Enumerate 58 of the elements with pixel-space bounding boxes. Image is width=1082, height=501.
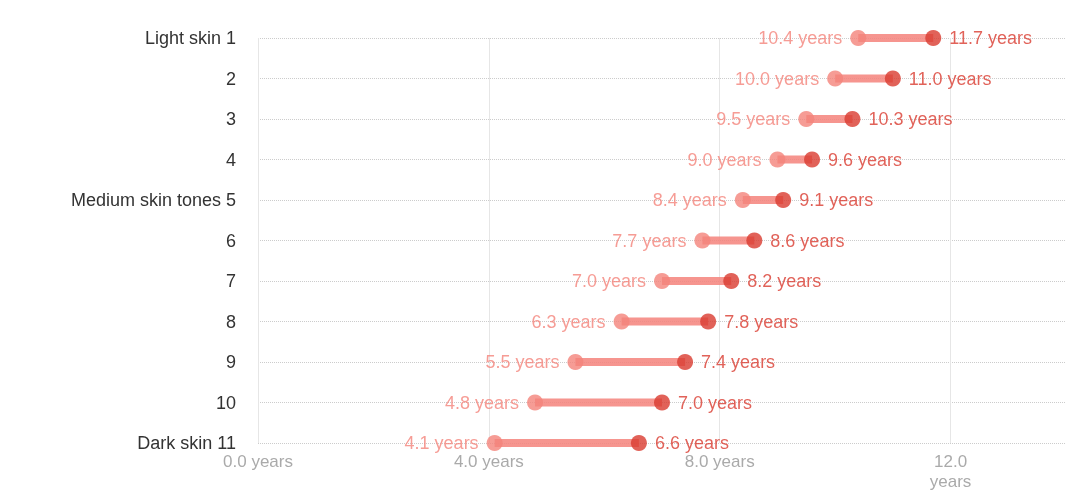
data-label: 7.7 years xyxy=(612,230,687,251)
data-label: 11.0 years xyxy=(908,68,992,89)
y-tick-label: 4 xyxy=(225,149,236,170)
point xyxy=(850,30,867,46)
point xyxy=(884,70,901,87)
data-label: 10.3 years xyxy=(868,109,953,129)
point xyxy=(613,313,630,330)
data-label: 7.4 years xyxy=(701,352,776,372)
y-tick-label: Light skin 1 xyxy=(144,28,236,48)
data-label: 9.1 years xyxy=(799,190,874,210)
y-tick-label: 2 xyxy=(225,68,236,89)
point xyxy=(527,394,544,411)
y-tick-label: 9 xyxy=(225,352,236,372)
point xyxy=(694,232,711,249)
point xyxy=(700,313,717,330)
point xyxy=(804,151,821,168)
point xyxy=(769,151,786,168)
point xyxy=(746,232,763,249)
point xyxy=(844,111,861,127)
data-label: 11.7 years xyxy=(949,28,1032,48)
data-label: 5.5 years xyxy=(485,352,560,372)
point xyxy=(827,70,844,87)
x-tick-label: 12.0 years xyxy=(929,451,972,491)
y-tick-label: 8 xyxy=(225,311,236,332)
point xyxy=(723,273,740,289)
y-tick-label: Dark skin 11 xyxy=(137,433,236,453)
data-label: 6.3 years xyxy=(531,311,606,332)
data-label: 10.4 years xyxy=(758,28,843,48)
point xyxy=(677,354,694,370)
y-tick-label: 10 xyxy=(215,392,236,413)
point xyxy=(654,394,670,411)
data-label: 8.2 years xyxy=(747,271,822,291)
data-label: 4.8 years xyxy=(444,392,520,413)
y-tick-label: Medium skin tones 5 xyxy=(70,190,236,210)
point xyxy=(734,192,751,208)
data-label: 10.0 years xyxy=(735,68,820,89)
data-label: 9.5 years xyxy=(716,109,791,129)
y-tick-label: 6 xyxy=(225,230,236,251)
point xyxy=(654,273,670,289)
point xyxy=(925,30,942,46)
data-label: 7.0 years xyxy=(571,271,646,291)
data-label: 6.6 years xyxy=(654,433,729,453)
data-label: 9.6 years xyxy=(828,149,903,170)
data-label: 8.6 years xyxy=(770,230,845,251)
point xyxy=(630,435,647,451)
x-tick-label: 0.0 years xyxy=(223,451,293,471)
y-tick-label: 3 xyxy=(225,109,236,129)
data-label: 7.0 years xyxy=(678,392,753,413)
x-tick-label: 4.0 years xyxy=(453,451,524,471)
point xyxy=(567,354,584,370)
data-label: 8.4 years xyxy=(652,190,727,210)
data-label: 9.0 years xyxy=(687,149,762,170)
point xyxy=(798,111,815,127)
data-label: 7.8 years xyxy=(724,311,799,332)
data-label: 4.1 years xyxy=(404,433,479,453)
point xyxy=(486,435,503,451)
point xyxy=(775,192,792,208)
y-tick-label: 7 xyxy=(225,271,236,291)
